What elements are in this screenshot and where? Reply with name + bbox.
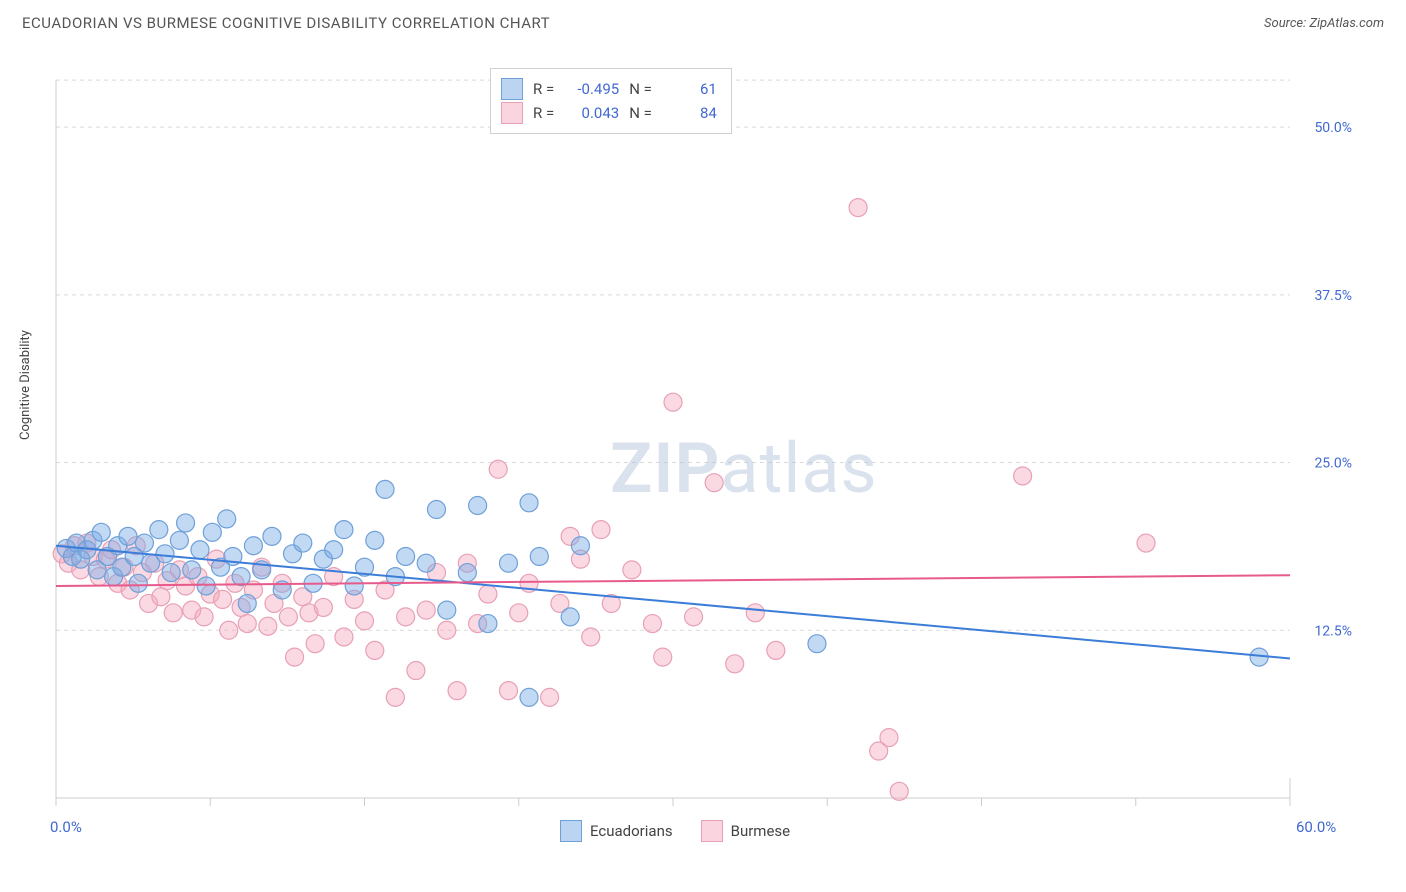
x-tick-max: 60.0% — [1296, 818, 1336, 836]
legend-row-burmese: R = 0.043 N = 84 — [501, 101, 717, 125]
correlation-legend: R = -0.495 N = 61 R = 0.043 N = 84 — [490, 68, 732, 134]
chart-title: ECUADORIAN VS BURMESE COGNITIVE DISABILI… — [22, 14, 550, 32]
x-tick-min: 0.0% — [50, 818, 82, 836]
legend-row-ecuadorians: R = -0.495 N = 61 — [501, 77, 717, 101]
svg-text:50.0%: 50.0% — [1314, 120, 1352, 136]
svg-text:25.0%: 25.0% — [1314, 456, 1352, 472]
y-axis-label: Cognitive Disability — [18, 330, 33, 440]
legend-item-ecuadorians: Ecuadorians — [560, 820, 673, 842]
source-label: Source: ZipAtlas.com — [1264, 16, 1384, 31]
series-legend: Ecuadorians Burmese — [560, 820, 790, 842]
swatch-pink — [501, 102, 523, 124]
svg-text:37.5%: 37.5% — [1314, 288, 1352, 304]
legend-item-burmese: Burmese — [701, 820, 791, 842]
chart-area: 12.5% 25.0% 37.5% 50.0% ZIPatlas R = -0.495… — [50, 48, 1360, 808]
svg-text:12.5%: 12.5% — [1314, 623, 1352, 639]
watermark: ZIPatlas — [610, 428, 878, 510]
swatch-blue-icon — [560, 820, 582, 842]
swatch-blue — [501, 78, 523, 100]
swatch-pink-icon — [701, 820, 723, 842]
